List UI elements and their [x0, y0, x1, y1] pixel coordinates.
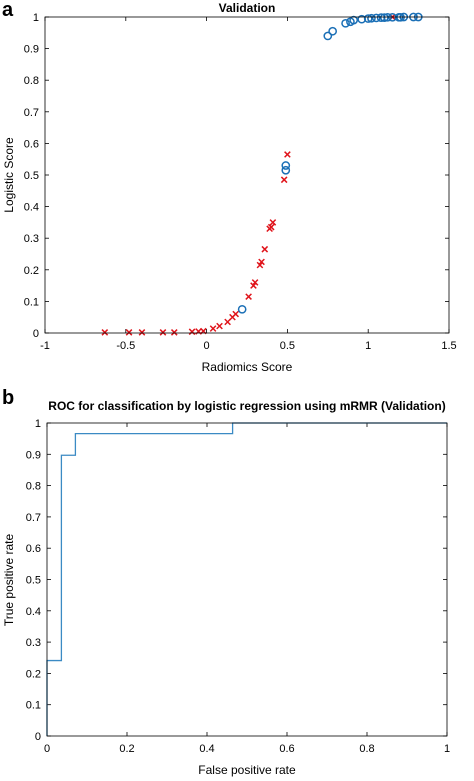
roc-xtick-label: 0.2	[119, 743, 134, 755]
scatter-point-circle	[281, 161, 291, 170]
chart-b-title: ROC for classification by logistic regre…	[48, 399, 445, 413]
scatter-point-circle	[371, 13, 381, 23]
scatter-xtick-label: 1	[365, 340, 371, 352]
scatter-point-cross	[138, 329, 146, 336]
roc-ytick-label: 0.2	[26, 668, 41, 680]
scatter-ytick-label: 0.6	[24, 138, 39, 150]
roc-ytick-label: 1	[35, 418, 41, 430]
scatter-xtick-label: 0	[204, 340, 210, 352]
scatter-point-circle	[328, 26, 337, 36]
roc-ytick-label: 0.9	[26, 449, 41, 461]
scatter-point-circle	[363, 14, 373, 23]
roc-ytick-label: 0.3	[26, 637, 41, 649]
scatter-point-circle	[237, 304, 247, 314]
scatter-point-cross	[232, 310, 240, 318]
scatter-point-cross	[245, 293, 252, 300]
scatter-point-cross	[188, 328, 196, 336]
scatter-point-circle	[323, 31, 333, 41]
scatter-ytick-label: 0.2	[24, 265, 39, 277]
scatter-ytick-label: 0.4	[24, 202, 39, 214]
scatter-point-cross	[258, 258, 265, 266]
scatter-point-cross	[159, 329, 167, 336]
roc-xtick-label: 0	[44, 743, 50, 755]
roc-ytick-label: 0.5	[26, 575, 41, 587]
scatter-point-cross	[284, 151, 291, 158]
scatter-point-cross	[101, 329, 109, 336]
chart-b-xlabel: False positive rate	[198, 763, 296, 777]
scatter-ytick-label: 0.9	[24, 44, 39, 56]
roc-curve	[46, 422, 447, 736]
scatter-point-cross	[209, 325, 217, 332]
roc-plot-frame	[46, 422, 448, 737]
scatter-xtick-label: -0.5	[116, 340, 135, 352]
scatter-xtick-label: -1	[40, 340, 50, 352]
scatter-point-circle	[341, 18, 350, 28]
scatter-ytick-label: 0.7	[24, 107, 39, 119]
roc-ytick-label: 0	[35, 731, 41, 743]
roc-ytick-label: 0.6	[26, 543, 41, 555]
scatter-ytick-label: 0	[33, 328, 39, 340]
chart-a-title: Validation	[219, 1, 276, 15]
scatter-ytick-label: 0.8	[24, 75, 39, 87]
scatter-point-cross	[224, 318, 231, 326]
scatter-point-cross	[261, 245, 269, 253]
panel-label-a: a	[2, 0, 14, 21]
scatter-point-circle	[281, 165, 291, 175]
scatter-point-cross	[269, 219, 277, 226]
roc-xtick-label: 0.8	[359, 743, 374, 755]
roc-ytick-label: 0.4	[26, 606, 41, 618]
scatter-point-cross	[280, 176, 288, 184]
scatter-point-cross	[251, 279, 259, 286]
roc-ytick-label: 0.1	[26, 700, 41, 712]
roc-ytick-label: 0.7	[26, 512, 41, 524]
scatter-point-cross	[125, 329, 133, 336]
roc-xtick-label: 1	[444, 743, 450, 755]
scatter-xtick-label: 1.5	[441, 340, 456, 352]
scatter-point-cross	[216, 322, 223, 330]
scatter-ytick-label: 0.3	[24, 233, 39, 245]
scatter-point-cross	[267, 223, 275, 231]
scatter-point-circle	[380, 13, 389, 22]
scatter-point-circle	[349, 15, 359, 25]
scatter-plot-frame	[44, 16, 450, 334]
roc-xtick-label: 0.4	[199, 743, 214, 755]
chart-a-ylabel: Logistic Score	[2, 137, 16, 213]
scatter-point-cross	[170, 329, 178, 336]
scatter-ytick-label: 0.5	[24, 170, 39, 182]
scatter-point-circle	[367, 13, 376, 23]
panel-label-b: b	[2, 387, 14, 409]
roc-ytick-label: 0.8	[26, 481, 41, 493]
chart-b-ylabel: True positive rate	[2, 534, 16, 627]
roc-plot-area: 0 0.2 0.4 0.6 0.8 1 0 0.1 0.2 0.3 0.4 0.5 0.6 0.7 0.8 0…	[26, 418, 450, 755]
scatter-ytick-label: 1	[33, 12, 39, 24]
chart-a-xlabel: Radiomics Score	[202, 360, 293, 374]
roc-xtick-label: 0.6	[279, 743, 294, 755]
scatter-plot-area: -1 -0.5 0 0.5 1 1.5 0 0.1 0.2 0.3 0.4 0.5 0.6 0.7 0.8 0…	[24, 12, 457, 352]
scatter-xtick-label: 0.5	[280, 340, 295, 352]
scatter-ytick-label: 0.1	[24, 296, 39, 308]
